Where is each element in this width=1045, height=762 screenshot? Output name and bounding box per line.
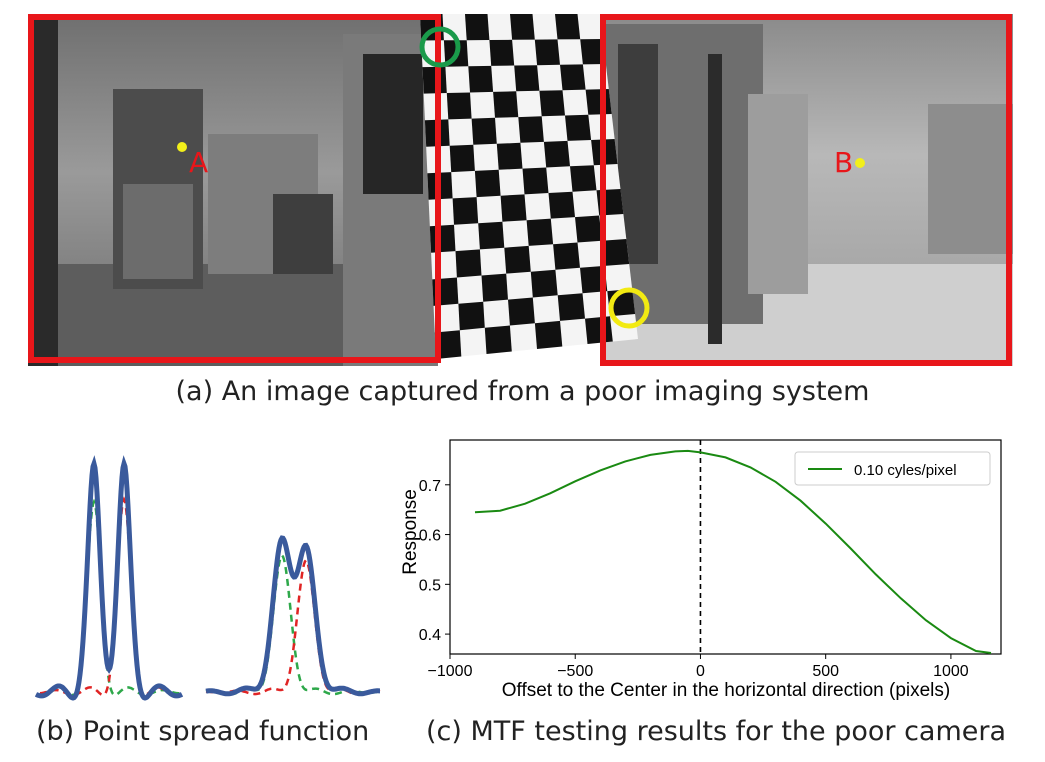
corner-circle-yellow <box>608 287 650 329</box>
psf-total-right <box>205 535 380 697</box>
roi-box-left <box>28 14 441 363</box>
checker-square <box>422 66 447 94</box>
x-tick-label: −1000 <box>428 663 473 680</box>
checker-square <box>452 197 479 225</box>
checker-square <box>557 293 585 321</box>
checker-square <box>446 92 472 120</box>
point-a-dot <box>177 142 187 152</box>
caption-a: (a) An image captured from a poor imagin… <box>175 376 870 407</box>
checker-square <box>575 215 602 243</box>
checker-square <box>471 117 497 145</box>
psf-plot <box>34 455 381 701</box>
checker-square <box>526 218 554 246</box>
checker-square <box>580 39 606 65</box>
checker-square <box>534 39 560 66</box>
checker-square <box>504 245 531 274</box>
checker-square <box>474 169 501 198</box>
checker-square <box>510 14 535 40</box>
x-tick-label: −500 <box>557 663 593 680</box>
roi-box-right <box>600 14 1012 366</box>
checker-square <box>508 297 535 326</box>
checker-square <box>553 242 580 270</box>
checker-square <box>585 89 612 115</box>
checker-square <box>458 301 485 331</box>
y-axis-label: Response <box>400 489 421 575</box>
checker-square <box>548 191 575 219</box>
checker-square <box>500 194 527 222</box>
checkerboard-target <box>420 14 638 359</box>
checker-square <box>496 142 523 170</box>
checker-square <box>518 116 544 143</box>
checker-square <box>560 64 586 91</box>
y-tick-label: 0.6 <box>419 528 441 545</box>
plot-frame <box>449 439 1002 655</box>
y-tick-label: 0.4 <box>419 627 441 644</box>
legend-label: 0.10 cyles/pixel <box>854 462 957 479</box>
checker-square <box>555 14 581 40</box>
checker-square <box>489 39 515 66</box>
lab-photo: A B <box>28 14 1013 366</box>
series-line <box>474 449 992 654</box>
checker-square <box>601 239 630 266</box>
caption-b: (b) Point spread function <box>36 716 370 747</box>
checker-square <box>543 140 570 168</box>
checker-square <box>570 165 597 192</box>
y-tick-label: 0.5 <box>419 577 441 594</box>
checker-square <box>534 320 563 349</box>
checker-square <box>478 221 505 250</box>
psf-component-red <box>39 496 181 697</box>
checker-square <box>481 273 508 302</box>
x-tick-label: 1000 <box>933 663 969 680</box>
checker-square <box>449 144 475 173</box>
checker-square <box>493 91 519 118</box>
x-axis-label: Offset to the Center in the horizontal d… <box>502 680 951 701</box>
checker-square <box>514 65 540 92</box>
checker-square <box>465 14 490 41</box>
mtf-chart: Response Offset to the Center in the hor… <box>400 439 1002 701</box>
x-tick-label: 500 <box>812 663 839 680</box>
psf-total-left <box>34 455 184 701</box>
y-tick-label: 0.7 <box>419 478 441 495</box>
corner-circle-green <box>419 26 461 68</box>
checker-square <box>484 325 512 354</box>
checker-square <box>565 114 592 141</box>
checker-square <box>539 90 565 117</box>
checker-square <box>522 167 549 195</box>
checker-square <box>455 249 482 278</box>
caption-c: (c) MTF testing results for the poor cam… <box>426 716 1007 747</box>
legend: 0.10 cyles/pixel <box>794 451 991 486</box>
checker-square <box>429 224 456 253</box>
checker-square <box>530 269 558 298</box>
x-tick-label: 0 <box>696 663 705 680</box>
checker-square <box>468 65 494 93</box>
point-b-dot <box>855 158 865 168</box>
checker-square <box>585 316 613 344</box>
point-a-label: A <box>189 146 208 179</box>
checker-square <box>434 330 462 359</box>
point-b-label: B <box>834 146 853 179</box>
